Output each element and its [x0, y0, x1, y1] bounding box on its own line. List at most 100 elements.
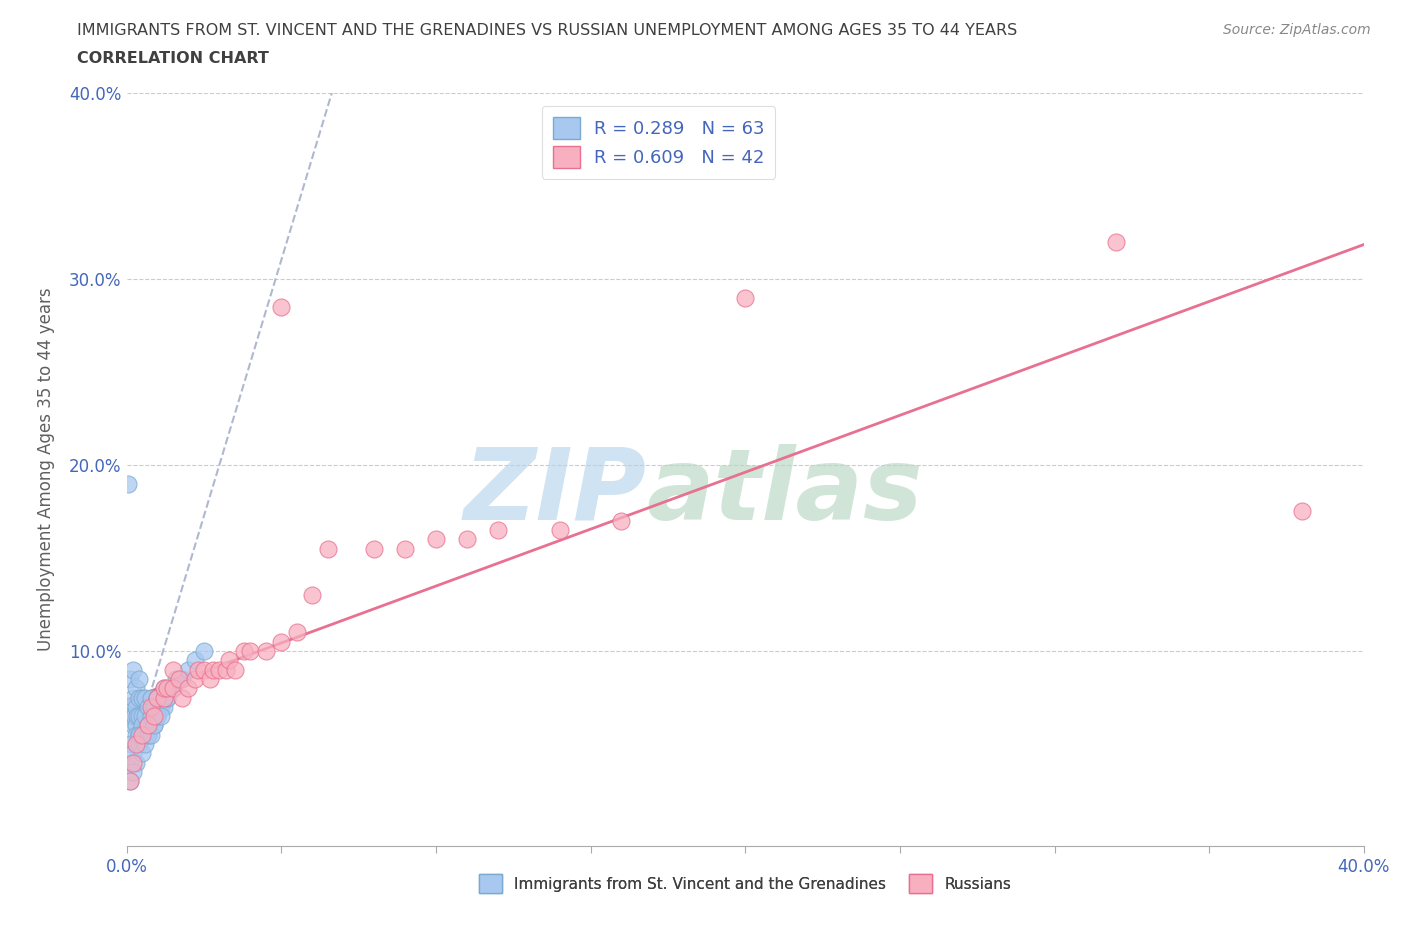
Point	[146, 709, 169, 724]
Point	[127, 709, 149, 724]
Point	[316, 541, 339, 556]
Legend: Immigrants from St. Vincent and the Grenadines, Russians: Immigrants from St. Vincent and the Gren…	[472, 868, 1018, 899]
Point	[146, 709, 169, 724]
Point	[128, 727, 150, 742]
Point	[131, 746, 153, 761]
Text: atlas: atlas	[647, 444, 922, 540]
Point	[128, 709, 150, 724]
Point	[152, 699, 174, 714]
Y-axis label: Unemployment Among Ages 35 to 44 years: Unemployment Among Ages 35 to 44 years	[38, 288, 55, 651]
Point	[159, 681, 181, 696]
Point	[162, 681, 184, 696]
Point	[121, 662, 143, 677]
Point	[141, 709, 163, 724]
Point	[134, 737, 156, 751]
Point	[125, 699, 148, 714]
Point	[456, 532, 478, 547]
Point	[143, 709, 166, 724]
Point	[1105, 234, 1128, 249]
Point	[152, 681, 174, 696]
Point	[218, 653, 240, 668]
Point	[117, 476, 139, 491]
Point	[121, 718, 143, 733]
Point	[162, 662, 184, 677]
Point	[149, 709, 172, 724]
Point	[128, 727, 150, 742]
Point	[120, 709, 142, 724]
Point	[214, 662, 236, 677]
Point	[121, 690, 143, 705]
Point	[187, 662, 209, 677]
Point	[125, 718, 148, 733]
Point	[177, 681, 200, 696]
Point	[118, 774, 141, 789]
Point	[162, 681, 184, 696]
Point	[172, 671, 194, 686]
Point	[156, 681, 179, 696]
Point	[156, 690, 179, 705]
Point	[425, 532, 447, 547]
Point	[125, 727, 148, 742]
Point	[172, 690, 194, 705]
Text: ZIP: ZIP	[463, 444, 647, 540]
Point	[162, 681, 184, 696]
Point	[233, 644, 256, 658]
Point	[118, 755, 141, 770]
Point	[131, 727, 153, 742]
Point	[394, 541, 416, 556]
Point	[125, 737, 148, 751]
Point	[224, 662, 246, 677]
Point	[165, 671, 187, 686]
Point	[118, 774, 141, 789]
Point	[141, 727, 163, 742]
Point	[136, 727, 159, 742]
Point	[167, 671, 190, 686]
Point	[146, 690, 169, 705]
Point	[149, 699, 172, 714]
Text: IMMIGRANTS FROM ST. VINCENT AND THE GRENADINES VS RUSSIAN UNEMPLOYMENT AMONG AGE: IMMIGRANTS FROM ST. VINCENT AND THE GREN…	[77, 23, 1018, 38]
Point	[134, 727, 156, 742]
Point	[177, 662, 200, 677]
Point	[141, 699, 163, 714]
Point	[270, 634, 292, 649]
Point	[118, 699, 141, 714]
Point	[239, 644, 262, 658]
Point	[198, 671, 221, 686]
Point	[134, 690, 156, 705]
Point	[128, 690, 150, 705]
Point	[254, 644, 277, 658]
Point	[131, 709, 153, 724]
Point	[363, 541, 385, 556]
Point	[128, 727, 150, 742]
Point	[141, 690, 163, 705]
Point	[285, 625, 308, 640]
Point	[134, 709, 156, 724]
Point	[136, 699, 159, 714]
Point	[121, 755, 143, 770]
Point	[734, 290, 756, 305]
Point	[202, 662, 225, 677]
Point	[193, 644, 215, 658]
Point	[128, 737, 150, 751]
Point	[131, 727, 153, 742]
Point	[183, 653, 205, 668]
Point	[128, 671, 150, 686]
Point	[193, 662, 215, 677]
Text: Source: ZipAtlas.com: Source: ZipAtlas.com	[1223, 23, 1371, 37]
Point	[548, 523, 571, 538]
Point	[270, 299, 292, 314]
Point	[131, 690, 153, 705]
Point	[146, 690, 169, 705]
Point	[125, 755, 148, 770]
Point	[125, 737, 148, 751]
Point	[143, 699, 166, 714]
Point	[136, 718, 159, 733]
Point	[486, 523, 509, 538]
Point	[121, 746, 143, 761]
Point	[136, 718, 159, 733]
Point	[1291, 504, 1313, 519]
Point	[156, 690, 179, 705]
Point	[152, 690, 174, 705]
Point	[143, 718, 166, 733]
Point	[136, 727, 159, 742]
